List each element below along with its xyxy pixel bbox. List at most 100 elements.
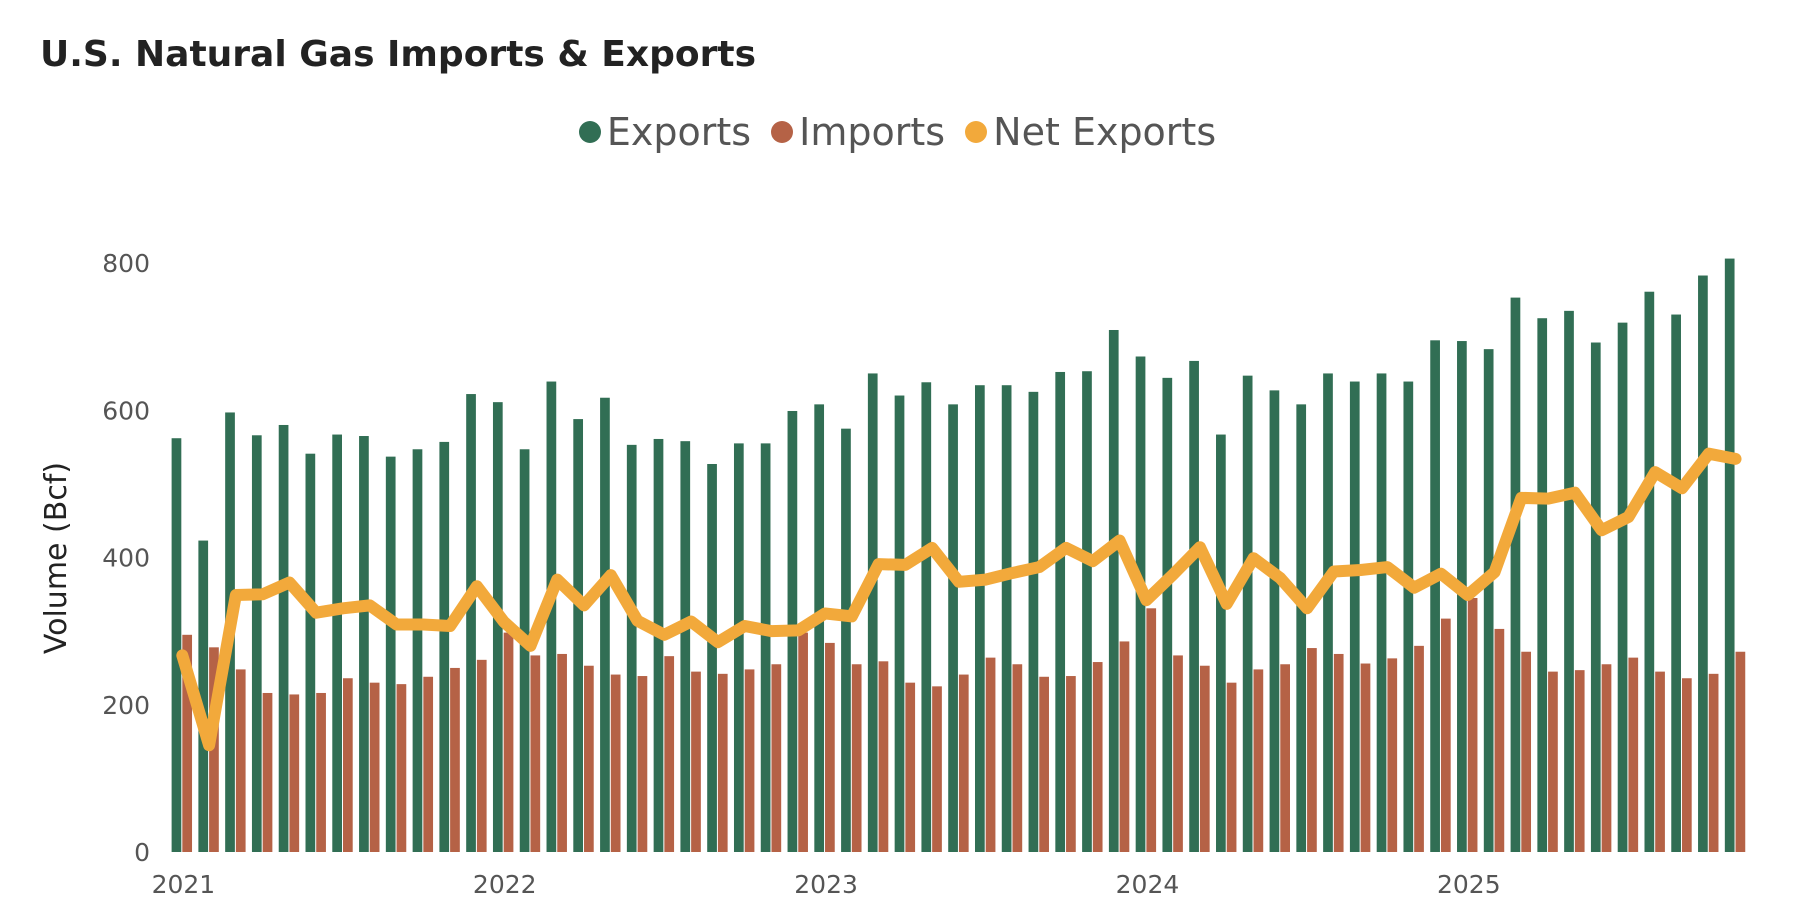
bar-imports — [1655, 671, 1665, 852]
bar-exports — [841, 428, 851, 852]
bar-exports — [1698, 275, 1708, 852]
legend-item-exports[interactable]: Exports — [578, 110, 751, 154]
bar-exports — [439, 441, 450, 852]
bar-imports — [476, 659, 487, 852]
legend: Exports Imports Net Exports — [0, 108, 1795, 154]
bar-imports — [1119, 641, 1130, 852]
bar-exports — [573, 419, 584, 852]
bar-exports — [1269, 390, 1280, 852]
bar-imports — [664, 656, 675, 852]
bar-exports — [519, 449, 530, 852]
bar-exports — [1028, 391, 1039, 852]
bar-imports — [1521, 651, 1532, 852]
bar-imports — [798, 632, 808, 852]
bar-imports — [1173, 655, 1183, 852]
bar-imports — [932, 686, 942, 852]
y-tick-label: 800 — [102, 249, 150, 278]
bar-exports — [1644, 291, 1655, 852]
x-tick-label: 2025 — [1437, 870, 1501, 899]
bar-imports — [235, 669, 246, 852]
bar-imports — [584, 665, 594, 852]
legend-label: Net Exports — [993, 110, 1217, 154]
bar-imports — [825, 642, 835, 852]
bar-exports — [1001, 385, 1012, 852]
bar-exports — [867, 373, 878, 852]
bar-exports — [198, 540, 209, 852]
bar-exports — [733, 443, 744, 852]
bar-exports — [1242, 375, 1253, 852]
bar-exports — [1724, 258, 1735, 852]
bar-imports — [1601, 664, 1612, 852]
line-net-exports — [176, 447, 1742, 752]
bar-exports — [492, 402, 503, 852]
bar-exports — [1349, 381, 1360, 852]
bar-imports — [1628, 657, 1639, 852]
bar-imports — [1735, 651, 1746, 852]
bar-exports — [1617, 322, 1628, 853]
bar-exports — [1537, 318, 1548, 852]
bar-exports — [332, 434, 342, 852]
bar-imports — [1440, 618, 1451, 852]
bar-imports — [1333, 653, 1344, 852]
bar-exports — [680, 441, 691, 852]
bar-imports — [342, 678, 353, 852]
legend-marker-imports — [771, 121, 794, 143]
bar-exports — [707, 463, 717, 852]
bar-imports — [691, 671, 701, 852]
x-tick-label: 2023 — [794, 870, 858, 899]
bar-imports — [1226, 682, 1237, 852]
bar-imports — [744, 669, 755, 852]
bar-imports — [985, 657, 996, 852]
bar-exports — [600, 397, 610, 852]
bar-exports — [466, 394, 476, 852]
bar-imports — [396, 684, 407, 852]
legend-label: Imports — [799, 110, 946, 154]
bar-imports — [1548, 671, 1558, 852]
bar-imports — [289, 694, 300, 852]
bar-exports — [305, 453, 316, 852]
bar-imports — [369, 682, 380, 852]
bar-imports — [1066, 676, 1076, 852]
bar-exports — [1671, 314, 1681, 853]
x-tick-label: 2021 — [152, 870, 216, 899]
bar-exports — [1430, 340, 1440, 852]
bar-imports — [637, 676, 648, 852]
bar-imports — [450, 667, 460, 852]
bar-imports — [958, 674, 969, 852]
legend-marker-net-exports — [965, 121, 988, 143]
bar-imports — [1681, 678, 1692, 852]
bar-exports — [1323, 373, 1333, 852]
bar-exports — [1403, 381, 1414, 852]
bar-exports — [1189, 360, 1199, 852]
bar-exports — [894, 395, 905, 852]
bar-imports — [530, 655, 541, 852]
bar-exports — [1510, 297, 1521, 852]
legend-item-imports[interactable]: Imports — [771, 110, 945, 154]
bar-exports — [1483, 349, 1494, 852]
bar-exports — [760, 443, 771, 852]
bar-exports — [171, 438, 182, 852]
bar-exports — [974, 385, 985, 852]
y-tick-label: 0 — [134, 838, 150, 867]
legend-item-net-exports[interactable]: Net Exports — [965, 110, 1216, 154]
bar-imports — [1360, 663, 1371, 852]
bar-imports — [1012, 664, 1023, 852]
y-axis-title: Volume (Bcf) — [39, 462, 74, 654]
bar-exports — [1376, 373, 1387, 852]
bar-exports — [412, 449, 423, 852]
bar-imports — [1494, 628, 1505, 852]
bar-imports — [717, 673, 728, 852]
bar-imports — [182, 634, 193, 852]
bar-imports — [262, 692, 273, 852]
bar-imports — [878, 661, 889, 852]
bar-imports — [1307, 648, 1317, 852]
bar-imports — [423, 676, 434, 852]
bar-imports — [851, 664, 862, 852]
bar-exports — [1296, 404, 1307, 852]
bar-imports — [1253, 669, 1264, 852]
bar-exports — [921, 382, 932, 852]
x-tick-label: 2022 — [473, 870, 537, 899]
bar-imports — [905, 682, 916, 852]
chart-title: U.S. Natural Gas Imports & Exports — [40, 34, 756, 75]
